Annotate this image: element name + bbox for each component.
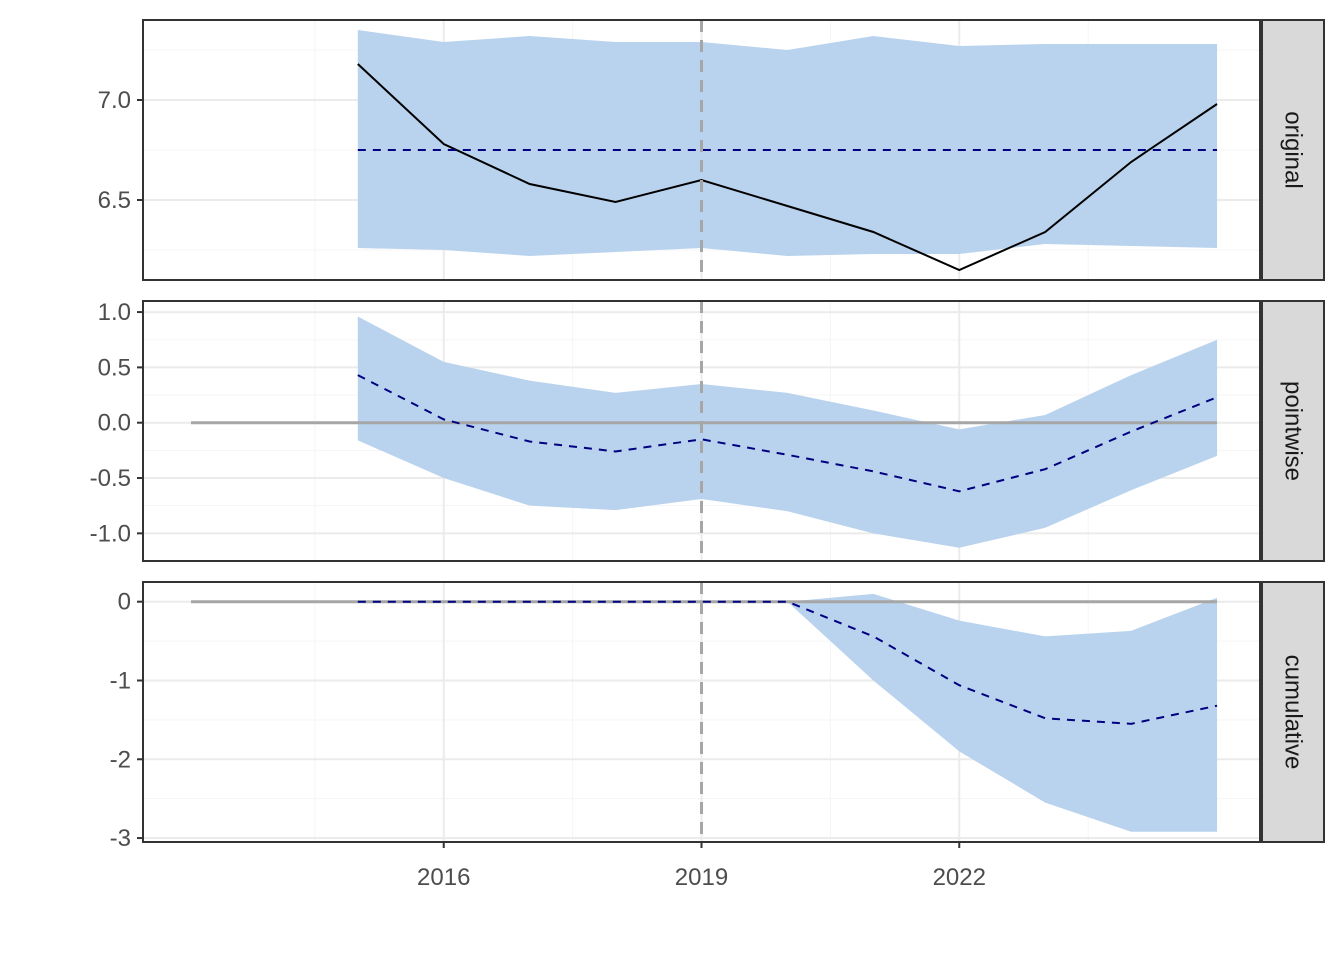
y-tick-label: 6.5: [98, 187, 131, 214]
facet-strip: [1261, 19, 1325, 281]
x-tick-label: 2019: [675, 864, 728, 891]
confidence-band: [357, 316, 1218, 548]
counterfactual-series-line: [357, 600, 1218, 725]
y-tick-label: 1.0: [98, 299, 131, 326]
panel-border: [142, 19, 1261, 281]
y-tick-label: -2: [110, 746, 131, 773]
y-tick-label: -0.5: [90, 465, 131, 492]
confidence-band: [357, 593, 1218, 832]
panel-original: 6.5 7.0 original: [98, 19, 1325, 281]
counterfactual-series-line: [357, 374, 1218, 493]
observed-series-line: [357, 63, 1218, 272]
x-tick-label: 2016: [417, 864, 470, 891]
y-tick-label: 7.0: [98, 87, 131, 114]
facet-strip: [1261, 581, 1325, 843]
facet-strip-label: cumulative: [1280, 655, 1307, 770]
facet-strip: [1261, 300, 1325, 562]
y-tick-label: -1: [110, 667, 131, 694]
panel-cumulative: -3 -2 -1 0 cumulative 2016 2019 2022: [110, 581, 1325, 891]
facet-strip-label: original: [1280, 111, 1307, 188]
y-tick-label: 0: [118, 589, 131, 616]
confidence-band: [357, 30, 1218, 256]
facet-strip-label: pointwise: [1280, 381, 1307, 481]
y-tick-label: 0.0: [98, 410, 131, 437]
y-tick-label: -1.0: [90, 520, 131, 547]
panel-pointwise: -1.0 -0.5 0.0 0.5 1.0 pointwise: [90, 299, 1325, 562]
y-tick-label: -3: [110, 825, 131, 852]
x-tick-label: 2022: [933, 864, 986, 891]
panel-border: [142, 300, 1261, 562]
y-tick-label: 0.5: [98, 354, 131, 381]
